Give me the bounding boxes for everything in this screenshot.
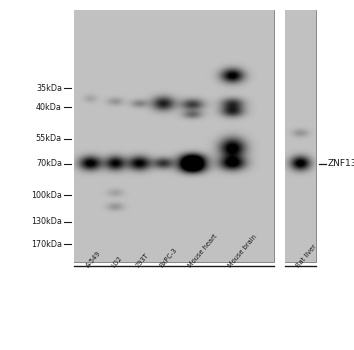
Text: 70kDa: 70kDa	[36, 159, 62, 168]
Text: 100kDa: 100kDa	[31, 191, 62, 200]
Text: Mouse brain: Mouse brain	[227, 234, 258, 269]
Bar	[74, 10, 274, 262]
Text: 293T: 293T	[135, 252, 150, 269]
Text: ZNF133: ZNF133	[328, 159, 354, 168]
Bar	[285, 10, 316, 262]
Text: 130kDa: 130kDa	[31, 217, 62, 226]
Text: 170kDa: 170kDa	[31, 240, 62, 249]
Text: BxPC-3: BxPC-3	[158, 247, 178, 269]
Text: Mouse heart: Mouse heart	[187, 233, 219, 269]
Text: 55kDa: 55kDa	[36, 134, 62, 143]
Text: A-549: A-549	[85, 250, 102, 269]
Text: 35kDa: 35kDa	[36, 84, 62, 93]
Text: Rat liver: Rat liver	[295, 244, 318, 269]
Text: 40kDa: 40kDa	[36, 103, 62, 112]
Text: LO2: LO2	[110, 255, 123, 269]
